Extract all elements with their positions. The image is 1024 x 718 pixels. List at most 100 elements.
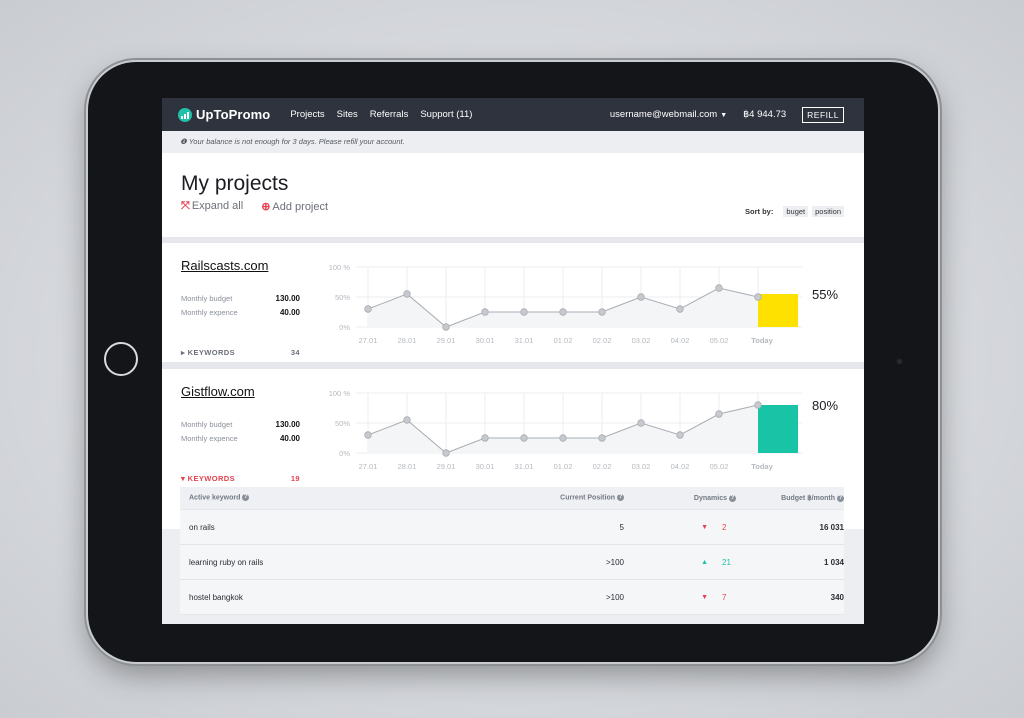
keywords-toggle[interactable]: ▸ KEYWORDS 34 — [181, 348, 300, 357]
dynamics-value: 7 — [722, 592, 727, 602]
data-point — [364, 431, 372, 439]
plus-circle-icon: ⊕ — [261, 201, 271, 213]
position-percent: 80% — [812, 398, 839, 413]
x-tick-label: 31.01 — [515, 336, 534, 345]
dynamics-cell: ▼ 2 — [624, 523, 736, 532]
position-chart: 100 % 50% 0% 27.01 28.01 29.01 30.01 31.01 01.02… — [329, 389, 802, 471]
camera — [896, 358, 903, 365]
x-tick-label: 29.01 — [437, 336, 456, 345]
home-button[interactable] — [104, 342, 138, 376]
nav-support[interactable]: Support (11) — [420, 109, 473, 120]
arrow-down-icon: ▼ — [701, 523, 708, 531]
sort-position[interactable]: position — [812, 206, 844, 217]
keywords-label: KEYWORDS — [187, 474, 236, 483]
series-area — [368, 405, 758, 453]
table-row[interactable]: learning ruby on rails >100 ▲ 21 1 034 — [180, 545, 844, 580]
data-point — [715, 410, 723, 418]
page-actions: ⤧ Expand all ⊕ Add project — [181, 200, 864, 213]
data-point — [403, 290, 411, 298]
keyword-table: Active keyword? Current Position? Dynami… — [180, 487, 844, 615]
x-tick-label: 30.01 — [476, 336, 495, 345]
x-tick-label: 01.02 — [554, 462, 573, 471]
account-menu[interactable]: username@webmail.com ▼ — [610, 109, 727, 120]
header-keyword[interactable]: Active keyword? — [180, 494, 489, 502]
x-tick-label: Today — [751, 336, 773, 345]
y-tick-label: 50% — [335, 419, 350, 428]
x-tick-label: 28.01 — [398, 462, 417, 471]
header-dynamics-label: Dynamics — [693, 494, 727, 502]
nav-sites[interactable]: Sites — [336, 109, 358, 120]
x-tick-label: 02.02 — [593, 462, 612, 471]
header-budget-label: Budget ฿/month — [781, 495, 835, 502]
keywords-count: 19 — [290, 474, 300, 483]
app-screen: UpToPromo Projects Sites Referrals Suppo… — [162, 98, 864, 624]
brand-name: UpToPromo — [196, 107, 271, 122]
table-row[interactable]: hostel bangkok >100 ▼ 7 340 — [180, 580, 844, 615]
x-tick-label: 01.02 — [554, 336, 573, 345]
header-dynamics[interactable]: Dynamics? — [624, 494, 736, 502]
keyword-cell: hostel bangkok — [189, 592, 243, 602]
current-position-bar — [758, 405, 798, 453]
monthly-expence-label: Monthly expence — [181, 434, 238, 443]
header-budget[interactable]: Budget ฿/month? — [736, 494, 844, 502]
x-tick-label: 04.02 — [671, 336, 690, 345]
main-nav: Projects Sites Referrals Support (11) — [290, 109, 472, 120]
help-icon: ? — [837, 494, 844, 502]
info-icon: ❶ — [180, 137, 187, 146]
table-row[interactable]: on rails 5 ▼ 2 16 031 — [180, 510, 844, 545]
expand-all-label: Expand all — [191, 200, 244, 212]
arrow-up-icon: ▲ — [701, 558, 708, 566]
data-point — [754, 293, 762, 301]
caret-right-icon: ▸ — [181, 348, 186, 357]
logo[interactable]: UpToPromo — [178, 107, 270, 122]
data-point — [559, 434, 567, 442]
project-name[interactable]: Gistflow.com — [181, 384, 255, 399]
dynamics-value: 2 — [722, 522, 727, 532]
divider — [162, 237, 864, 243]
data-point — [520, 434, 528, 442]
y-tick-label: 0% — [339, 449, 350, 458]
monthly-expence-row: Monthly expence 40.00 — [181, 308, 300, 317]
position-cell: 5 — [619, 522, 624, 532]
data-point — [481, 434, 489, 442]
nav-referrals[interactable]: Referrals — [369, 109, 409, 120]
budget-cell: 340 — [830, 592, 844, 602]
sort-control: Sort by: buget position — [745, 206, 844, 217]
top-bar: UpToPromo Projects Sites Referrals Suppo… — [162, 98, 864, 131]
x-tick-label: 27.01 — [359, 462, 378, 471]
data-point — [559, 308, 567, 316]
header-keyword-label: Active keyword — [189, 494, 241, 502]
monthly-expence-value: 40.00 — [279, 308, 300, 317]
x-tick-label: 28.01 — [398, 336, 417, 345]
monthly-expence-value: 40.00 — [279, 434, 300, 443]
refill-button[interactable]: REFILL — [802, 106, 844, 123]
y-tick-label: 50% — [335, 293, 350, 302]
position-chart: 100 % 50% 0% 27.01 28.01 29.01 30.01 31.01 01.02… — [329, 263, 802, 345]
x-tick-label: 05.02 — [710, 462, 729, 471]
keywords-toggle[interactable]: ▾ KEYWORDS 19 — [181, 474, 300, 483]
series-area — [368, 288, 758, 327]
y-tick-label: 0% — [339, 323, 350, 332]
help-icon: ? — [242, 494, 250, 502]
header-position[interactable]: Current Position? — [489, 494, 624, 502]
arrow-down-icon: ▼ — [701, 593, 708, 601]
page-title: My projects — [181, 172, 289, 195]
add-project-button[interactable]: ⊕ Add project — [261, 200, 328, 213]
caret-down-icon: ▾ — [181, 474, 186, 483]
dynamics-cell: ▲ 21 — [624, 558, 736, 567]
notice-text: Your balance is not enough for 3 days. P… — [188, 137, 405, 146]
sort-budget[interactable]: buget — [783, 206, 809, 217]
position-cell: >100 — [605, 557, 624, 567]
add-project-label: Add project — [272, 201, 329, 213]
monthly-budget-label: Monthly budget — [181, 294, 233, 303]
data-point — [637, 419, 645, 427]
expand-all-button[interactable]: ⤧ Expand all — [181, 200, 243, 213]
data-point — [598, 308, 606, 316]
nav-projects[interactable]: Projects — [290, 109, 325, 120]
x-tick-label: Today — [751, 462, 773, 471]
monthly-budget-value: 130.00 — [275, 294, 300, 303]
data-point — [364, 305, 372, 313]
project-name[interactable]: Railscasts.com — [181, 258, 269, 273]
current-position-bar — [758, 294, 798, 327]
x-tick-label: 03.02 — [632, 336, 651, 345]
